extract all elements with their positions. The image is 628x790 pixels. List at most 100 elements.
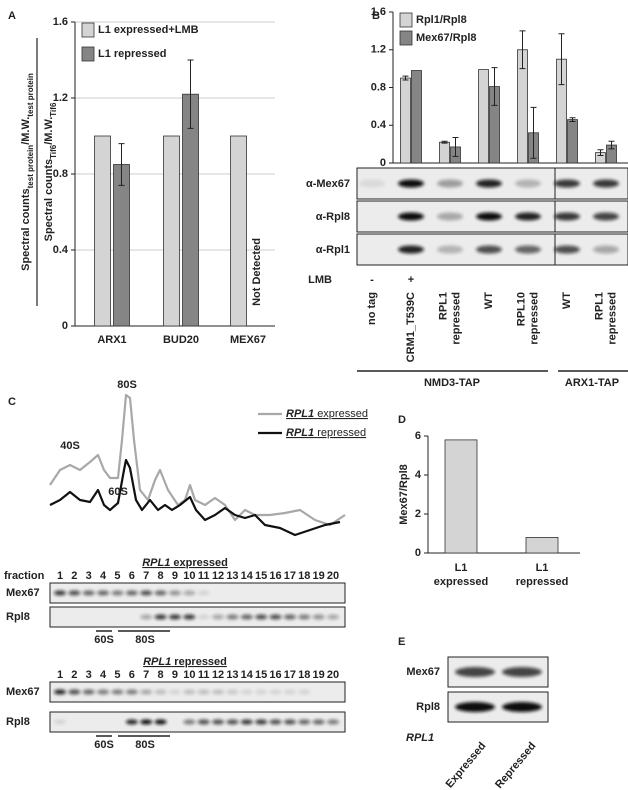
- legend-swatch: [399, 12, 413, 28]
- band: [476, 179, 502, 188]
- marker-label: 60S: [94, 634, 114, 646]
- fraction-number: 12: [212, 669, 224, 681]
- lane-label: no tag: [366, 292, 378, 325]
- group-label: ARX1-TAP: [565, 377, 619, 389]
- band: [226, 614, 239, 620]
- band: [183, 719, 196, 725]
- band: [398, 179, 424, 188]
- blot-row-label: α-Rpl1: [316, 244, 350, 256]
- blot: [49, 711, 346, 733]
- blot: [49, 606, 346, 628]
- error-bar: [558, 33, 565, 86]
- band: [240, 614, 253, 620]
- fraction-number: 9: [172, 669, 178, 681]
- bar: [439, 141, 450, 164]
- blot-row-label: α-Rpl8: [316, 211, 350, 223]
- bar: [478, 69, 489, 164]
- band: [515, 245, 541, 254]
- blot-row-label: Rpl8: [416, 701, 440, 713]
- lane-label: WT: [483, 292, 495, 309]
- band: [502, 667, 542, 677]
- band: [240, 719, 253, 725]
- band: [183, 614, 196, 620]
- fraction-number: 20: [327, 669, 339, 681]
- lmb-mark: +: [408, 274, 414, 286]
- band: [359, 179, 385, 188]
- fraction-number: 7: [143, 669, 149, 681]
- band: [111, 689, 124, 695]
- band: [54, 590, 66, 596]
- panel-letter: C: [8, 396, 16, 408]
- band: [515, 212, 541, 221]
- band: [554, 245, 580, 254]
- error-bar: [441, 140, 448, 144]
- gel-state: repressed: [174, 656, 227, 668]
- fraction-label: fraction: [4, 570, 45, 582]
- lane-label: Expressed: [444, 740, 489, 790]
- band: [502, 702, 542, 712]
- band: [255, 614, 268, 620]
- y-tick-label: 2: [415, 508, 421, 520]
- legend-label: L1 repressed: [98, 48, 166, 60]
- band: [398, 212, 424, 221]
- fraction-number: 9: [172, 570, 178, 582]
- band: [437, 179, 463, 188]
- band: [515, 179, 541, 188]
- x-tick-label: MEX67: [230, 334, 266, 346]
- bar: [525, 537, 559, 554]
- gel-row-label: Mex67: [6, 686, 40, 698]
- y-axis-label-part: Spectral counts: [43, 159, 55, 242]
- legend-label: Rpl1/Rpl8: [416, 14, 467, 26]
- legend-gene: RPL1: [286, 427, 314, 439]
- bar: [182, 93, 199, 327]
- panel-letter: A: [8, 10, 16, 22]
- bar: [567, 119, 578, 164]
- band: [140, 614, 153, 620]
- band: [283, 614, 296, 620]
- marker-label: 60S: [94, 739, 114, 751]
- band: [140, 689, 153, 695]
- band: [298, 719, 311, 725]
- band: [168, 689, 181, 695]
- y-tick-label: 6: [415, 430, 421, 442]
- legend-label: L1 expressed+LMB: [98, 24, 199, 36]
- y-axis-label-part: /M.W.: [20, 117, 32, 145]
- band: [226, 689, 239, 695]
- bar: [163, 135, 180, 327]
- fraction-number: 13: [226, 570, 238, 582]
- error-bar: [452, 137, 459, 157]
- band: [125, 590, 138, 596]
- gene-label: RPL1: [406, 732, 434, 744]
- y-axis-label: Spectral countstest protein/M.W.test pro…: [20, 73, 35, 271]
- error-bar: [597, 149, 604, 156]
- band: [298, 689, 311, 695]
- band: [476, 245, 502, 254]
- band: [125, 719, 138, 725]
- y-tick-label: 0.4: [371, 119, 387, 131]
- fraction-number: 5: [114, 570, 120, 582]
- gel-title: RPL1 repressed: [143, 656, 227, 668]
- fraction-number: 16: [269, 669, 281, 681]
- blot-row-label: Mex67: [406, 666, 440, 678]
- x-tick-label: BUD20: [163, 334, 199, 346]
- error-bar: [187, 59, 194, 129]
- band: [168, 590, 181, 596]
- band: [212, 719, 225, 725]
- band: [168, 614, 181, 620]
- peak-label: 60S: [108, 486, 128, 498]
- panel-letter: D: [398, 414, 406, 426]
- band: [197, 614, 210, 620]
- y-axis-label-part: test protein: [26, 73, 35, 117]
- legend-gene: RPL1: [286, 408, 314, 420]
- bar: [230, 135, 247, 327]
- fraction-number: 2: [71, 570, 77, 582]
- band: [154, 614, 167, 620]
- error-bar: [491, 67, 498, 106]
- legend-swatch: [81, 46, 95, 62]
- marker-label: 80S: [135, 739, 155, 751]
- band: [255, 689, 268, 695]
- fraction-number: 4: [100, 669, 107, 681]
- band: [82, 590, 95, 596]
- band: [593, 245, 619, 254]
- error-bar: [118, 143, 125, 186]
